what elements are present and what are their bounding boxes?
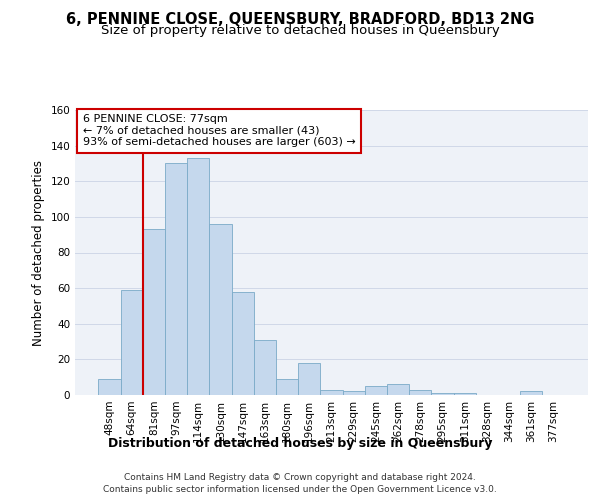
Text: Contains HM Land Registry data © Crown copyright and database right 2024.: Contains HM Land Registry data © Crown c…	[124, 472, 476, 482]
Text: Contains public sector information licensed under the Open Government Licence v3: Contains public sector information licen…	[103, 485, 497, 494]
Bar	[187, 158, 209, 395]
Bar	[276, 379, 298, 395]
Bar	[121, 290, 143, 395]
Text: Distribution of detached houses by size in Queensbury: Distribution of detached houses by size …	[108, 438, 492, 450]
Y-axis label: Number of detached properties: Number of detached properties	[32, 160, 45, 346]
Bar	[232, 292, 254, 395]
Bar	[254, 340, 276, 395]
Bar	[165, 164, 187, 395]
Bar	[209, 224, 232, 395]
Bar	[98, 379, 121, 395]
Bar	[143, 230, 165, 395]
Bar	[320, 390, 343, 395]
Text: Size of property relative to detached houses in Queensbury: Size of property relative to detached ho…	[101, 24, 499, 37]
Bar	[520, 392, 542, 395]
Bar	[454, 393, 476, 395]
Text: 6, PENNINE CLOSE, QUEENSBURY, BRADFORD, BD13 2NG: 6, PENNINE CLOSE, QUEENSBURY, BRADFORD, …	[66, 12, 534, 28]
Bar	[365, 386, 387, 395]
Bar	[431, 393, 454, 395]
Text: 6 PENNINE CLOSE: 77sqm
← 7% of detached houses are smaller (43)
93% of semi-deta: 6 PENNINE CLOSE: 77sqm ← 7% of detached …	[83, 114, 355, 148]
Bar	[298, 363, 320, 395]
Bar	[387, 384, 409, 395]
Bar	[343, 392, 365, 395]
Bar	[409, 390, 431, 395]
